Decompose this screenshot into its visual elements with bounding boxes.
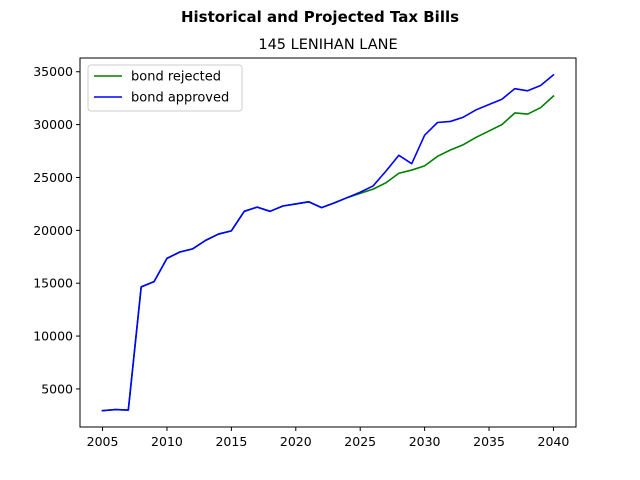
y-tick-label: 30000 — [33, 117, 73, 132]
y-tick-label: 25000 — [33, 170, 73, 185]
series-line-bond-approved — [101, 73, 555, 412]
x-axis: 2005 2010 2015 2020 2025 2030 2035 2040 — [87, 427, 570, 449]
y-tick-label: 10000 — [33, 329, 73, 344]
x-tick-label: 2010 — [151, 434, 183, 449]
chart-title: 145 LENIHAN LANE — [258, 37, 397, 53]
x-tick-label: 2015 — [215, 434, 247, 449]
x-tick-label: 2035 — [473, 434, 505, 449]
x-tick-label: 2040 — [538, 434, 570, 449]
y-tick-label: 15000 — [33, 276, 73, 291]
series-layer — [101, 73, 555, 412]
y-tick-label: 35000 — [33, 64, 73, 79]
legend-box — [87, 64, 243, 112]
x-tick-label: 2005 — [87, 434, 119, 449]
chart-suptitle: Historical and Projected Tax Bills — [181, 8, 459, 26]
legend: bond rejected bond approved — [87, 64, 243, 112]
y-axis: 5000 10000 15000 20000 25000 30000 35000 — [33, 64, 80, 396]
legend-label: bond rejected — [131, 70, 221, 85]
x-tick-label: 2020 — [280, 434, 312, 449]
x-tick-label: 2030 — [409, 434, 441, 449]
y-tick-label: 5000 — [41, 381, 73, 396]
legend-label: bond approved — [131, 91, 229, 106]
y-tick-label: 20000 — [33, 223, 73, 238]
plot-frame — [79, 57, 577, 428]
x-tick-label: 2025 — [344, 434, 376, 449]
